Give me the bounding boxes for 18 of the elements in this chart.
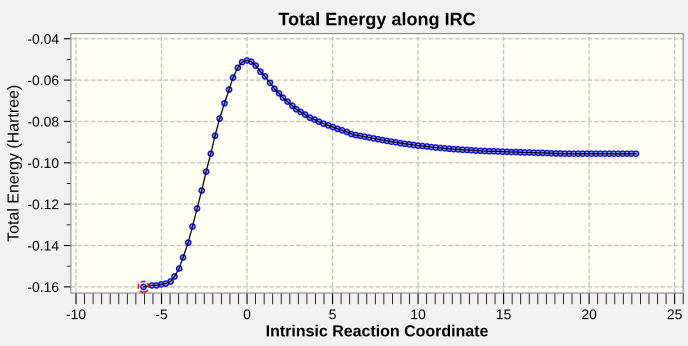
x-tick-label: 5 — [329, 310, 336, 320]
y-tick-label: -0.04 — [28, 34, 59, 44]
y-tick-label: -0.10 — [28, 158, 59, 168]
chart-title: Total Energy along IRC — [278, 12, 476, 30]
y-axis-title: Total Energy (Hartree) — [6, 86, 22, 242]
x-tick-label: -5 — [156, 310, 168, 320]
x-tick-label: 25 — [668, 309, 682, 320]
y-tick-label: -0.06 — [28, 75, 58, 86]
y-tick-label: -0.08 — [28, 116, 58, 127]
x-axis-title: Intrinsic Reaction Coordinate — [266, 324, 488, 336]
y-tick-label: -0.12 — [28, 199, 58, 210]
x-tick-label: 0 — [244, 309, 250, 320]
x-tick-label: -10 — [66, 309, 86, 320]
x-tick-label: 20 — [582, 309, 596, 320]
x-tick-label: 15 — [496, 310, 511, 320]
y-tick-label: -0.16 — [28, 282, 58, 292]
y-tick-label: -0.14 — [28, 240, 59, 251]
x-tick-label: 10 — [411, 309, 426, 320]
